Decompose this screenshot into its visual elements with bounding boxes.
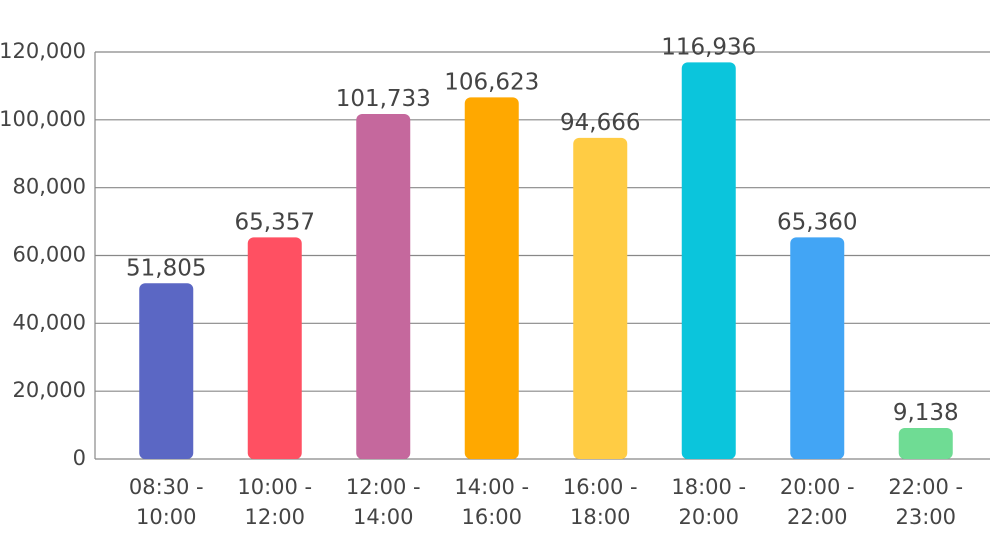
value-label: 9,138: [893, 400, 959, 426]
y-tick-label: 40,000: [13, 310, 86, 334]
y-tick-label: 120,000: [0, 39, 86, 63]
bar: [681, 62, 736, 460]
y-tick-label: 100,000: [0, 107, 86, 131]
bar: [790, 237, 845, 459]
y-tick-label: 0: [73, 446, 86, 470]
value-label: 65,357: [235, 209, 315, 235]
x-tick-label: 22:00 -23:00: [888, 475, 963, 529]
value-label: 51,805: [126, 255, 206, 281]
value-label: 106,623: [444, 69, 539, 95]
value-label: 101,733: [336, 86, 431, 112]
value-label: 94,666: [560, 110, 640, 136]
value-label: 65,360: [777, 209, 857, 235]
x-tick-label: 10:00 -12:00: [237, 475, 312, 529]
y-tick-label: 20,000: [13, 378, 86, 402]
x-tick-label: 14:00 -16:00: [454, 475, 529, 529]
x-tick-label: 20:00 -22:00: [780, 475, 855, 529]
bar: [356, 113, 411, 460]
bar: [139, 283, 194, 459]
bar: [573, 137, 628, 459]
y-tick-label: 80,000: [13, 175, 86, 199]
x-tick-label: 18:00 -20:00: [671, 475, 746, 529]
x-tick-label: 08:30 -10:00: [129, 475, 204, 529]
x-tick-label: 16:00 -18:00: [563, 475, 638, 529]
bar: [464, 97, 519, 459]
bar: [898, 428, 953, 459]
x-tick-label: 12:00 -14:00: [346, 475, 421, 529]
y-tick-label: 60,000: [13, 243, 86, 267]
bar: [247, 237, 302, 459]
value-label: 116,936: [661, 34, 756, 60]
